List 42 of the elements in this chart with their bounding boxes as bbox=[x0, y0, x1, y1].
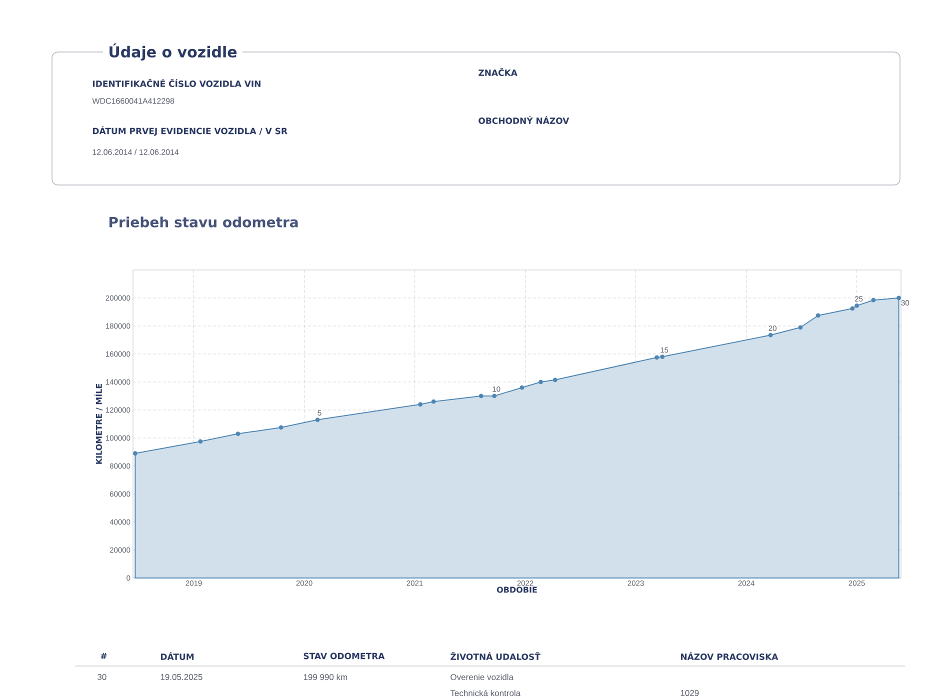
x-axis-title: OBDOBIE bbox=[496, 586, 537, 593]
text: 19.05.2025 bbox=[160, 674, 202, 680]
text: IDENTIFIKAČNÉ ČÍSLO VOZIDLA VIN bbox=[92, 78, 260, 87]
point bbox=[871, 298, 876, 302]
point bbox=[315, 418, 320, 422]
point bbox=[768, 332, 773, 338]
text: Overenie vozidla bbox=[450, 674, 514, 680]
point bbox=[133, 451, 138, 456]
point bbox=[278, 425, 284, 430]
point bbox=[198, 439, 203, 444]
text: 30 bbox=[98, 674, 106, 680]
point bbox=[492, 394, 497, 398]
point bbox=[431, 399, 436, 404]
point bbox=[896, 296, 901, 300]
text: Technická kontrola bbox=[450, 690, 521, 696]
text: # bbox=[100, 652, 107, 660]
point bbox=[552, 378, 558, 382]
text: WDC1660041A412298 bbox=[92, 98, 174, 104]
point bbox=[850, 306, 855, 311]
text: NÁZOV PRACOVISKA bbox=[680, 652, 778, 660]
text: ŽIVOTNÁ UDALOSŤ bbox=[450, 652, 540, 660]
y-axis-title: KILOMETRE / MÍLE bbox=[94, 384, 103, 464]
chart-title: Priebeh stavu odometra bbox=[109, 216, 298, 228]
point bbox=[236, 432, 240, 436]
text: STAV ODOMETRA bbox=[304, 652, 385, 660]
text: ZNAČKA bbox=[478, 68, 518, 76]
point bbox=[854, 303, 860, 308]
point bbox=[798, 325, 803, 330]
point bbox=[538, 380, 543, 384]
text: 1029 bbox=[680, 690, 699, 696]
text: Údaje o vozidle bbox=[110, 43, 237, 61]
point bbox=[660, 354, 665, 359]
text: DÁTUM PRVEJ EVIDENCIE VOZIDLA / V SR bbox=[92, 126, 288, 136]
point bbox=[418, 402, 423, 407]
point bbox=[520, 385, 524, 390]
text: 12.06.2014 / 12.06.2014 bbox=[92, 149, 179, 155]
text: DÁTUM bbox=[160, 652, 194, 660]
text: 199 990 km bbox=[304, 674, 348, 680]
point bbox=[654, 355, 659, 360]
text: OBCHODNÝ NÁZOV bbox=[478, 116, 570, 124]
point bbox=[816, 313, 820, 318]
point bbox=[478, 394, 484, 398]
